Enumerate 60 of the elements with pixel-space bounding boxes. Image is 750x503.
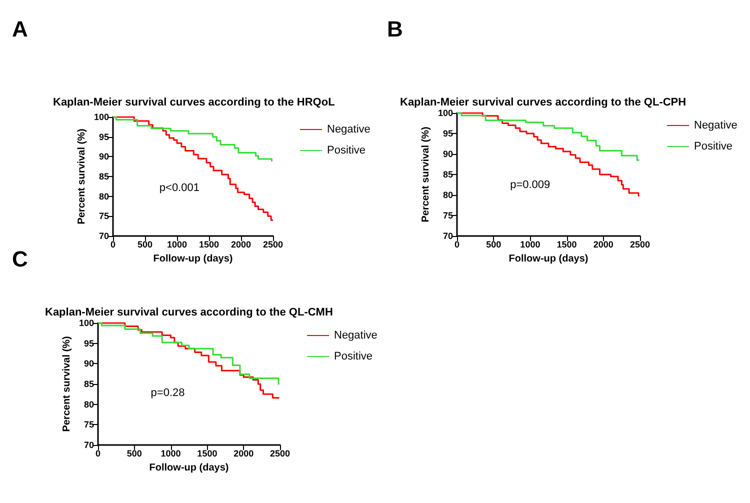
x-tick-label: 1500 bbox=[556, 240, 577, 250]
chart-title: Kaplan-Meier survival curves according to the QL-CMH bbox=[45, 306, 333, 318]
x-tick-label: 2000 bbox=[230, 240, 252, 250]
x-tick-label: 0 bbox=[454, 240, 460, 250]
x-tick-label: 1000 bbox=[166, 240, 188, 250]
y-axis-title: Percent survival (%) bbox=[62, 336, 72, 432]
y-axis-title: Percent survival (%) bbox=[76, 128, 88, 224]
annotation: p=0.28 bbox=[150, 387, 185, 400]
x-axis-title: Follow-up (days) bbox=[508, 254, 588, 264]
y-tick-label: 80 bbox=[442, 190, 453, 200]
x-tick-label: 1500 bbox=[197, 448, 218, 458]
x-axis-title: Follow-up (days) bbox=[149, 462, 229, 474]
text: C bbox=[12, 246, 28, 272]
y-tick-label: 95 bbox=[442, 128, 453, 138]
x-tick-label: 1500 bbox=[198, 240, 220, 250]
legend-label: Negative bbox=[334, 330, 378, 342]
y-tick-label: 75 bbox=[98, 211, 109, 222]
y-tick-label: 95 bbox=[84, 338, 94, 348]
x-tick-label: 1000 bbox=[520, 240, 540, 250]
y-tick-label: 100 bbox=[78, 318, 94, 328]
y-tick-label: 85 bbox=[84, 379, 94, 389]
x-tick-label: 0 bbox=[95, 448, 101, 458]
y-tick-label: 90 bbox=[442, 149, 453, 159]
x-tick-label: 500 bbox=[137, 240, 153, 250]
legend-label: Positive bbox=[334, 350, 373, 362]
text: B bbox=[387, 16, 403, 42]
legend-label: Negative bbox=[327, 124, 370, 136]
x-tick-label: 500 bbox=[126, 448, 142, 458]
annotation: p<0.001 bbox=[159, 182, 200, 194]
y-tick-label: 80 bbox=[84, 399, 94, 410]
y-tick-label: 70 bbox=[98, 231, 109, 241]
y-tick-label: 100 bbox=[438, 108, 453, 118]
chart-title: Kaplan-Meier survival curves according to the QL-CPH bbox=[400, 96, 686, 108]
x-tick-label: 2500 bbox=[270, 448, 290, 458]
x-tick-label: 500 bbox=[486, 240, 502, 250]
y-tick-label: 90 bbox=[98, 152, 109, 162]
legend-label: Positive bbox=[327, 144, 366, 156]
y-tick-label: 85 bbox=[98, 172, 109, 182]
y-tick-label: 80 bbox=[98, 191, 109, 202]
x-tick-label: 2000 bbox=[593, 240, 614, 250]
y-tick-label: 85 bbox=[442, 170, 453, 180]
x-tick-label: 2500 bbox=[630, 240, 650, 250]
legend-label: Positive bbox=[694, 140, 733, 152]
x-tick-label: 2500 bbox=[262, 240, 284, 250]
x-tick-label: 1000 bbox=[160, 448, 181, 458]
annotation: p=0.009 bbox=[510, 178, 550, 191]
legend-label: Negative bbox=[694, 120, 738, 132]
text: A bbox=[12, 16, 28, 42]
y-tick-label: 100 bbox=[94, 112, 109, 122]
chart-title: Kaplan-Meier survival curves according to the HRQoL bbox=[53, 96, 336, 108]
x-tick-label: 0 bbox=[110, 240, 116, 250]
y-axis-title: Percent survival (%) bbox=[420, 126, 432, 222]
x-axis-title: Follow-up (days) bbox=[153, 254, 233, 264]
y-tick-label: 70 bbox=[84, 440, 94, 450]
y-tick-label: 95 bbox=[98, 132, 109, 142]
y-tick-label: 75 bbox=[84, 420, 94, 430]
y-tick-label: 70 bbox=[442, 231, 453, 241]
y-tick-label: 90 bbox=[84, 358, 94, 369]
x-tick-label: 2000 bbox=[234, 448, 254, 458]
y-tick-label: 75 bbox=[442, 210, 453, 220]
